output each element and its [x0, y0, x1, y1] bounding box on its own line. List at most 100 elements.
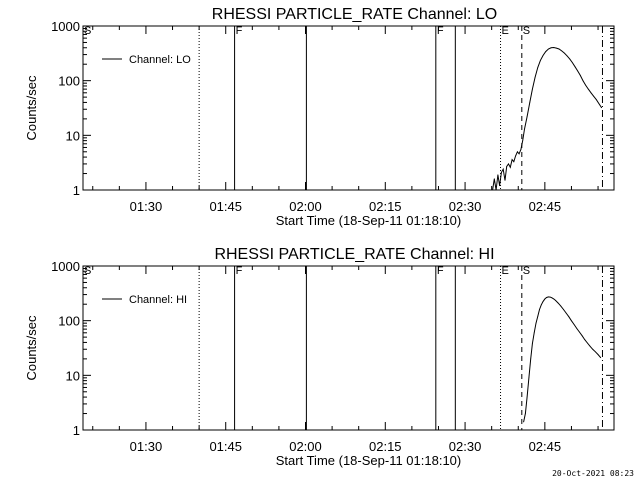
data-point — [581, 335, 583, 337]
data-point — [601, 107, 602, 109]
data-point — [584, 339, 586, 340]
x-tick-label: 02:15 — [369, 439, 402, 454]
data-point — [497, 174, 499, 176]
data-point — [582, 80, 584, 82]
data-point — [509, 166, 511, 168]
data-point — [548, 48, 549, 50]
y-tick-label: 1 — [73, 423, 80, 438]
data-point — [557, 302, 559, 304]
x-axis-label: Start Time (18-Sep-11 01:18:10) — [276, 213, 461, 228]
data-point — [556, 47, 557, 49]
data-point — [511, 159, 513, 161]
plot-timestamp: 20-Oct-2021 08:23 — [552, 469, 634, 478]
data-point — [549, 296, 551, 298]
data-point — [523, 421, 524, 423]
data-point — [576, 328, 578, 329]
data-point — [579, 75, 581, 76]
event-marker-label: S — [84, 265, 91, 277]
plot-frame — [82, 265, 615, 431]
data-point — [546, 297, 547, 298]
chart-title: RHESSI PARTICLE_RATE Channel: LO — [212, 6, 497, 23]
data-point — [513, 161, 515, 163]
data-point — [526, 116, 528, 117]
series-line — [492, 46, 603, 191]
data-point — [565, 312, 567, 314]
chart-panel-2: RHESSI PARTICLE_RATE Channel: HI 1 10 100 10… — [24, 246, 615, 468]
data-point — [561, 50, 563, 52]
data-point — [564, 52, 565, 54]
data-point — [518, 153, 520, 155]
data-point — [533, 332, 535, 334]
data-point — [593, 95, 594, 97]
data-point — [534, 76, 536, 78]
data-point — [550, 47, 552, 49]
data-point — [571, 62, 573, 63]
data-point — [568, 316, 570, 318]
y-tick-label: 10 — [66, 368, 80, 383]
y-tick-label: 1000 — [51, 259, 80, 274]
x-tick-label: 02:30 — [449, 199, 482, 214]
event-marker-label: E — [502, 265, 509, 277]
data-point — [560, 305, 562, 307]
y-tick-label: 10 — [66, 128, 80, 143]
data-point — [504, 180, 506, 181]
data-point — [574, 66, 576, 68]
data-point — [558, 48, 560, 50]
x-tick-label: 02:15 — [369, 199, 402, 214]
data-point — [506, 166, 508, 167]
data-point — [528, 377, 530, 379]
x-tick-label: 02:45 — [529, 199, 562, 214]
data-point — [540, 60, 541, 61]
y-tick-label: 100 — [58, 314, 80, 329]
plot-frame — [82, 25, 615, 191]
event-marker-label: E — [502, 25, 509, 37]
x-tick-label: 01:30 — [130, 199, 163, 214]
data-point — [545, 51, 547, 52]
data-point — [579, 331, 580, 333]
data-point — [551, 297, 553, 299]
y-tick-label: 100 — [58, 74, 80, 89]
event-marker-label: F — [236, 265, 243, 277]
data-point — [532, 343, 533, 344]
data-point — [525, 413, 526, 414]
data-point — [508, 163, 509, 165]
data-point — [553, 47, 555, 48]
data-point — [542, 301, 544, 302]
y-tick-label: 1 — [73, 183, 80, 198]
data-point — [573, 324, 575, 325]
data-point — [590, 92, 592, 94]
data-point — [597, 354, 599, 355]
data-point — [598, 103, 600, 104]
data-point — [600, 357, 602, 359]
x-tick-label: 01:45 — [209, 199, 242, 214]
x-tick-label: 02:30 — [449, 439, 482, 454]
data-point — [542, 55, 544, 56]
y-tick-label: 1000 — [51, 19, 80, 34]
legend-label: Channel: HI — [129, 294, 187, 306]
data-point — [493, 178, 495, 180]
data-point — [595, 351, 596, 353]
data-point — [577, 70, 579, 72]
data-point — [569, 58, 571, 60]
data-point — [535, 322, 537, 324]
data-point — [544, 298, 546, 300]
legend-label: Channel: LO — [129, 54, 191, 66]
x-tick-label: 02:00 — [289, 199, 322, 214]
data-point — [589, 345, 591, 347]
y-axis-label: Counts/sec — [24, 315, 39, 381]
data-point — [553, 298, 555, 300]
event-marker-label: S — [523, 265, 530, 277]
event-marker-label: S — [523, 25, 530, 37]
data-point — [537, 315, 539, 317]
event-marker-label: F — [437, 25, 444, 37]
data-point — [537, 67, 539, 68]
data-point — [502, 168, 504, 170]
x-tick-label: 02:45 — [529, 439, 562, 454]
data-point — [495, 189, 497, 191]
data-point — [585, 84, 586, 86]
x-axis-label: Start Time (18-Sep-11 01:18:10) — [276, 453, 461, 468]
data-point — [571, 320, 572, 322]
data-point — [592, 348, 594, 350]
data-point — [548, 296, 549, 298]
data-point — [563, 309, 564, 310]
